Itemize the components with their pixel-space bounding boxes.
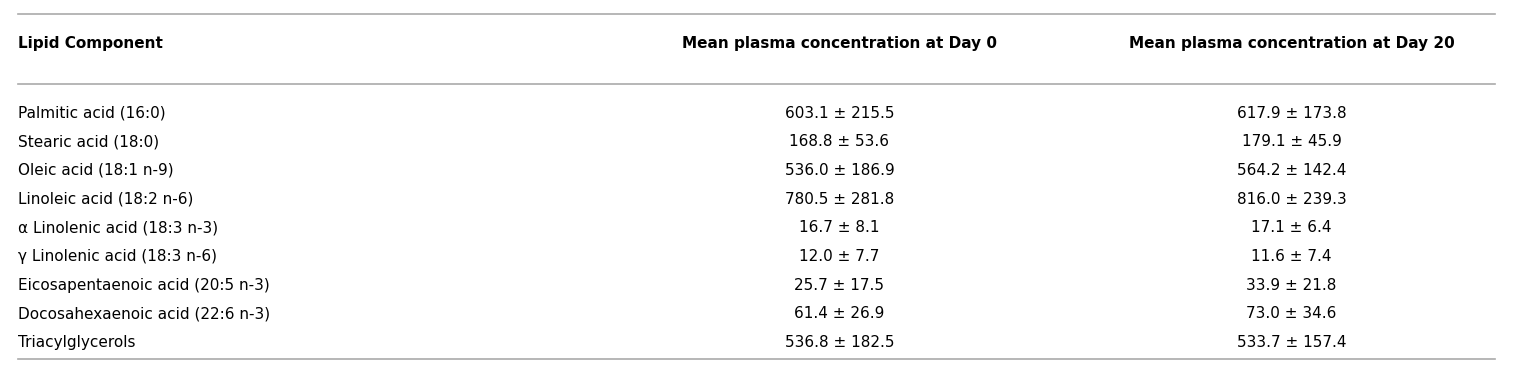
- Text: 33.9 ± 21.8: 33.9 ± 21.8: [1247, 278, 1337, 293]
- Text: Triacylglycerols: Triacylglycerols: [18, 335, 135, 350]
- Text: 780.5 ± 281.8: 780.5 ± 281.8: [785, 192, 894, 207]
- Text: 16.7 ± 8.1: 16.7 ± 8.1: [799, 220, 879, 235]
- Text: α Linolenic acid (18:3 n-3): α Linolenic acid (18:3 n-3): [18, 220, 218, 235]
- Text: Mean plasma concentration at Day 0: Mean plasma concentration at Day 0: [682, 36, 997, 51]
- Text: 73.0 ± 34.6: 73.0 ± 34.6: [1247, 306, 1337, 321]
- Text: 564.2 ± 142.4: 564.2 ± 142.4: [1238, 163, 1347, 178]
- Text: 603.1 ± 215.5: 603.1 ± 215.5: [785, 106, 894, 120]
- Text: Mean plasma concentration at Day 20: Mean plasma concentration at Day 20: [1129, 36, 1454, 51]
- Text: 25.7 ± 17.5: 25.7 ± 17.5: [794, 278, 885, 293]
- Text: 11.6 ± 7.4: 11.6 ± 7.4: [1251, 249, 1331, 264]
- Text: Lipid Component: Lipid Component: [18, 36, 163, 51]
- Text: 17.1 ± 6.4: 17.1 ± 6.4: [1251, 220, 1331, 235]
- Text: Oleic acid (18:1 n-9): Oleic acid (18:1 n-9): [18, 163, 174, 178]
- Text: γ Linolenic acid (18:3 n-6): γ Linolenic acid (18:3 n-6): [18, 249, 216, 264]
- Text: 179.1 ± 45.9: 179.1 ± 45.9: [1242, 134, 1342, 149]
- Text: 168.8 ± 53.6: 168.8 ± 53.6: [790, 134, 890, 149]
- Text: 536.8 ± 182.5: 536.8 ± 182.5: [785, 335, 894, 350]
- Text: 816.0 ± 239.3: 816.0 ± 239.3: [1236, 192, 1347, 207]
- Text: Palmitic acid (16:0): Palmitic acid (16:0): [18, 106, 165, 120]
- Text: 61.4 ± 26.9: 61.4 ± 26.9: [794, 306, 885, 321]
- Text: Linoleic acid (18:2 n-6): Linoleic acid (18:2 n-6): [18, 192, 194, 207]
- Text: 533.7 ± 157.4: 533.7 ± 157.4: [1238, 335, 1347, 350]
- Text: 12.0 ± 7.7: 12.0 ± 7.7: [799, 249, 879, 264]
- Text: Docosahexaenoic acid (22:6 n-3): Docosahexaenoic acid (22:6 n-3): [18, 306, 269, 321]
- Text: Eicosapentaenoic acid (20:5 n-3): Eicosapentaenoic acid (20:5 n-3): [18, 278, 269, 293]
- Text: Stearic acid (18:0): Stearic acid (18:0): [18, 134, 159, 149]
- Text: 617.9 ± 173.8: 617.9 ± 173.8: [1236, 106, 1347, 120]
- Text: 536.0 ± 186.9: 536.0 ± 186.9: [785, 163, 894, 178]
